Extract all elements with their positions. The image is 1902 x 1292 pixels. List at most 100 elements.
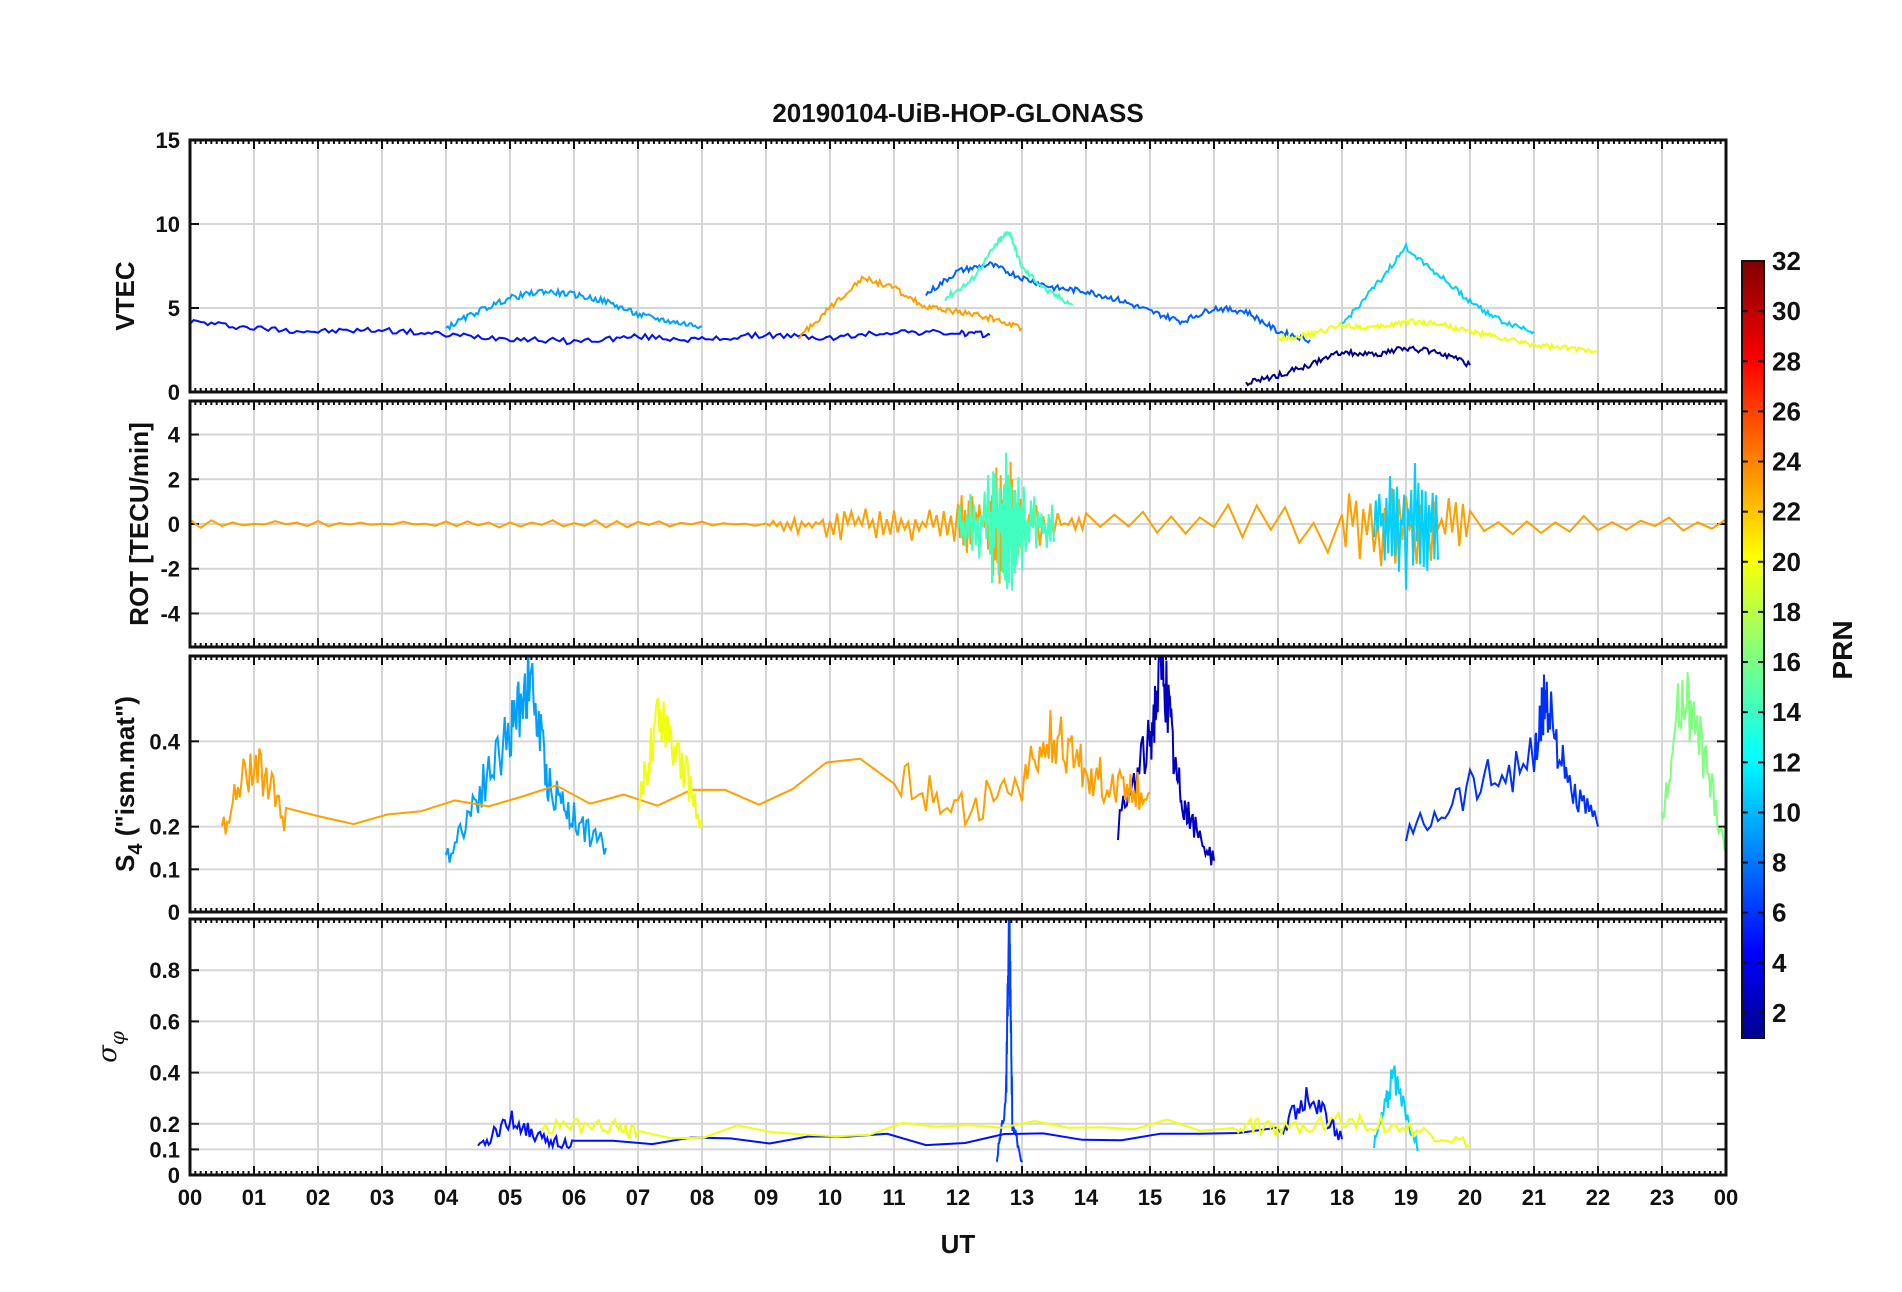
chart-title: 20190104-UiB-HOP-GLONASS (772, 98, 1143, 128)
x-tick-label: 23 (1650, 1185, 1674, 1210)
colorbar-tick-label: 22 (1772, 497, 1801, 527)
colorbar-tick-label: 18 (1772, 597, 1801, 627)
x-tick-label: 13 (1010, 1185, 1034, 1210)
colorbar-gradient (1741, 260, 1765, 1039)
series-line-prn-10 (445, 656, 607, 863)
y-tick-label: 0.6 (149, 1009, 180, 1034)
series-line-prn-15 (944, 230, 1074, 306)
y-tick-label: 0.1 (149, 1137, 180, 1162)
series-line-prn-23 (797, 275, 1023, 340)
series-group (190, 452, 1726, 591)
colorbar-tick-label: 30 (1772, 296, 1801, 326)
colorbar-tick-label: 24 (1772, 447, 1801, 477)
series-line-prn-15 (957, 452, 1055, 591)
series-line-prn-16 (1661, 672, 1726, 851)
colorbar-tick-label: 2 (1772, 998, 1786, 1028)
series-line-prn-5 (1405, 674, 1599, 842)
y-tick-label: 0.2 (149, 815, 180, 840)
axes-frame (188, 654, 1728, 914)
x-tick-label: 16 (1202, 1185, 1226, 1210)
y-tick-label: -2 (160, 557, 180, 582)
y-axis-label: ROT [TECU/min] (124, 422, 154, 626)
series-line-prn-23 (221, 709, 1151, 835)
series-group (190, 230, 1599, 387)
x-tick-label: 17 (1266, 1185, 1290, 1210)
x-tick-label: 18 (1330, 1185, 1354, 1210)
y-tick-label: 0.1 (149, 857, 180, 882)
x-tick-label: 00 (178, 1185, 202, 1210)
y-tick-label: 4 (168, 423, 181, 448)
colorbar-tick-label: 12 (1772, 747, 1801, 777)
y-tick-label: 5 (168, 296, 180, 321)
series-line-prn-7 (925, 260, 1311, 344)
x-tick-label: 10 (818, 1185, 842, 1210)
colorbar-tick-label: 4 (1772, 948, 1787, 978)
x-tick-label: 08 (690, 1185, 714, 1210)
series-line-prn-2 (1117, 656, 1215, 866)
series-line-prn-23 (190, 461, 1726, 584)
colorbar-tick-label: 20 (1772, 547, 1801, 577)
series-group (221, 656, 1726, 866)
y-tick-label: 2 (168, 467, 180, 492)
x-tick-label: 06 (562, 1185, 586, 1210)
x-tick-label: 01 (242, 1185, 266, 1210)
panel-4: 00.10.2 0.4 0.6 0.8 σφ 00 01 02 03 04 05 06 07 08 09 10… (93, 917, 1738, 1210)
colorbar-tick-label: 10 (1772, 797, 1801, 827)
series-line-prn-10 (445, 286, 703, 332)
series-line-prn-6 (995, 919, 1023, 1163)
panel-1: 0 5 10 15 VTEC (110, 128, 1728, 405)
y-tick-label: 0 (168, 512, 180, 537)
x-tick-label: 15 (1138, 1185, 1162, 1210)
x-axis-label: UT (941, 1229, 976, 1259)
x-tick-label: 05 (498, 1185, 522, 1210)
colorbar-tick-label: 32 (1772, 246, 1801, 276)
y-axis-label: S4 ("ism.mat") (110, 696, 147, 872)
colorbar-tick-label: 8 (1772, 848, 1786, 878)
colorbar-tick-label: 14 (1772, 697, 1801, 727)
x-tick-label: 03 (370, 1185, 394, 1210)
x-tick-label: 14 (1074, 1185, 1099, 1210)
series-group (477, 919, 1471, 1163)
colorbar-label: PRN (1827, 620, 1858, 679)
x-tick-label: 22 (1586, 1185, 1610, 1210)
panel-2: -4 -2 0 2 4 ROT [TECU/min] (124, 399, 1728, 649)
y-tick-label: 0.4 (149, 1061, 180, 1086)
series-line-prn-12 (1341, 241, 1535, 335)
y-tick-label: 0.2 (149, 1112, 180, 1137)
x-tick-label: 19 (1394, 1185, 1418, 1210)
x-tick-label: 20 (1458, 1185, 1482, 1210)
series-line-prn-20 (637, 696, 703, 829)
series-line-prn-20 (541, 1110, 1471, 1149)
x-tick-label: 00 (1714, 1185, 1738, 1210)
series-line-prn-20 (1277, 318, 1599, 354)
y-tick-label: 0 (168, 380, 180, 405)
series-line-prn-12 (1373, 1065, 1420, 1152)
x-tick-label: 02 (306, 1185, 330, 1210)
axes-frame (188, 138, 1728, 394)
series-line-prn-3 (190, 318, 991, 346)
y-tick-label: 0.4 (149, 729, 180, 754)
series-line-prn-3 (477, 1087, 1343, 1151)
y-axis-label: VTEC (110, 261, 140, 331)
colorbar-tick-label: 28 (1772, 346, 1801, 376)
series-line-prn-12 (1373, 462, 1439, 590)
y-tick-label: 0 (168, 1163, 180, 1188)
x-tick-label: 04 (434, 1185, 459, 1210)
y-tick-label: 10 (156, 212, 180, 237)
y-tick-label: 15 (156, 128, 180, 153)
x-tick-label: 09 (754, 1185, 778, 1210)
axes-frame (188, 399, 1728, 649)
y-tick-label: 0.8 (149, 958, 180, 983)
colorbar-tick-label: 26 (1772, 396, 1801, 426)
y-tick-label: -4 (160, 601, 180, 626)
x-tick-label: 12 (946, 1185, 970, 1210)
x-tick-label: 11 (882, 1185, 905, 1210)
colorbar-tick-label: 16 (1772, 647, 1801, 677)
x-tick-label: 07 (626, 1185, 650, 1210)
panel-3: 0 0.1 0.2 0.4S4 ("ism.mat") (110, 654, 1728, 925)
series-line-prn-1 (1245, 345, 1471, 387)
